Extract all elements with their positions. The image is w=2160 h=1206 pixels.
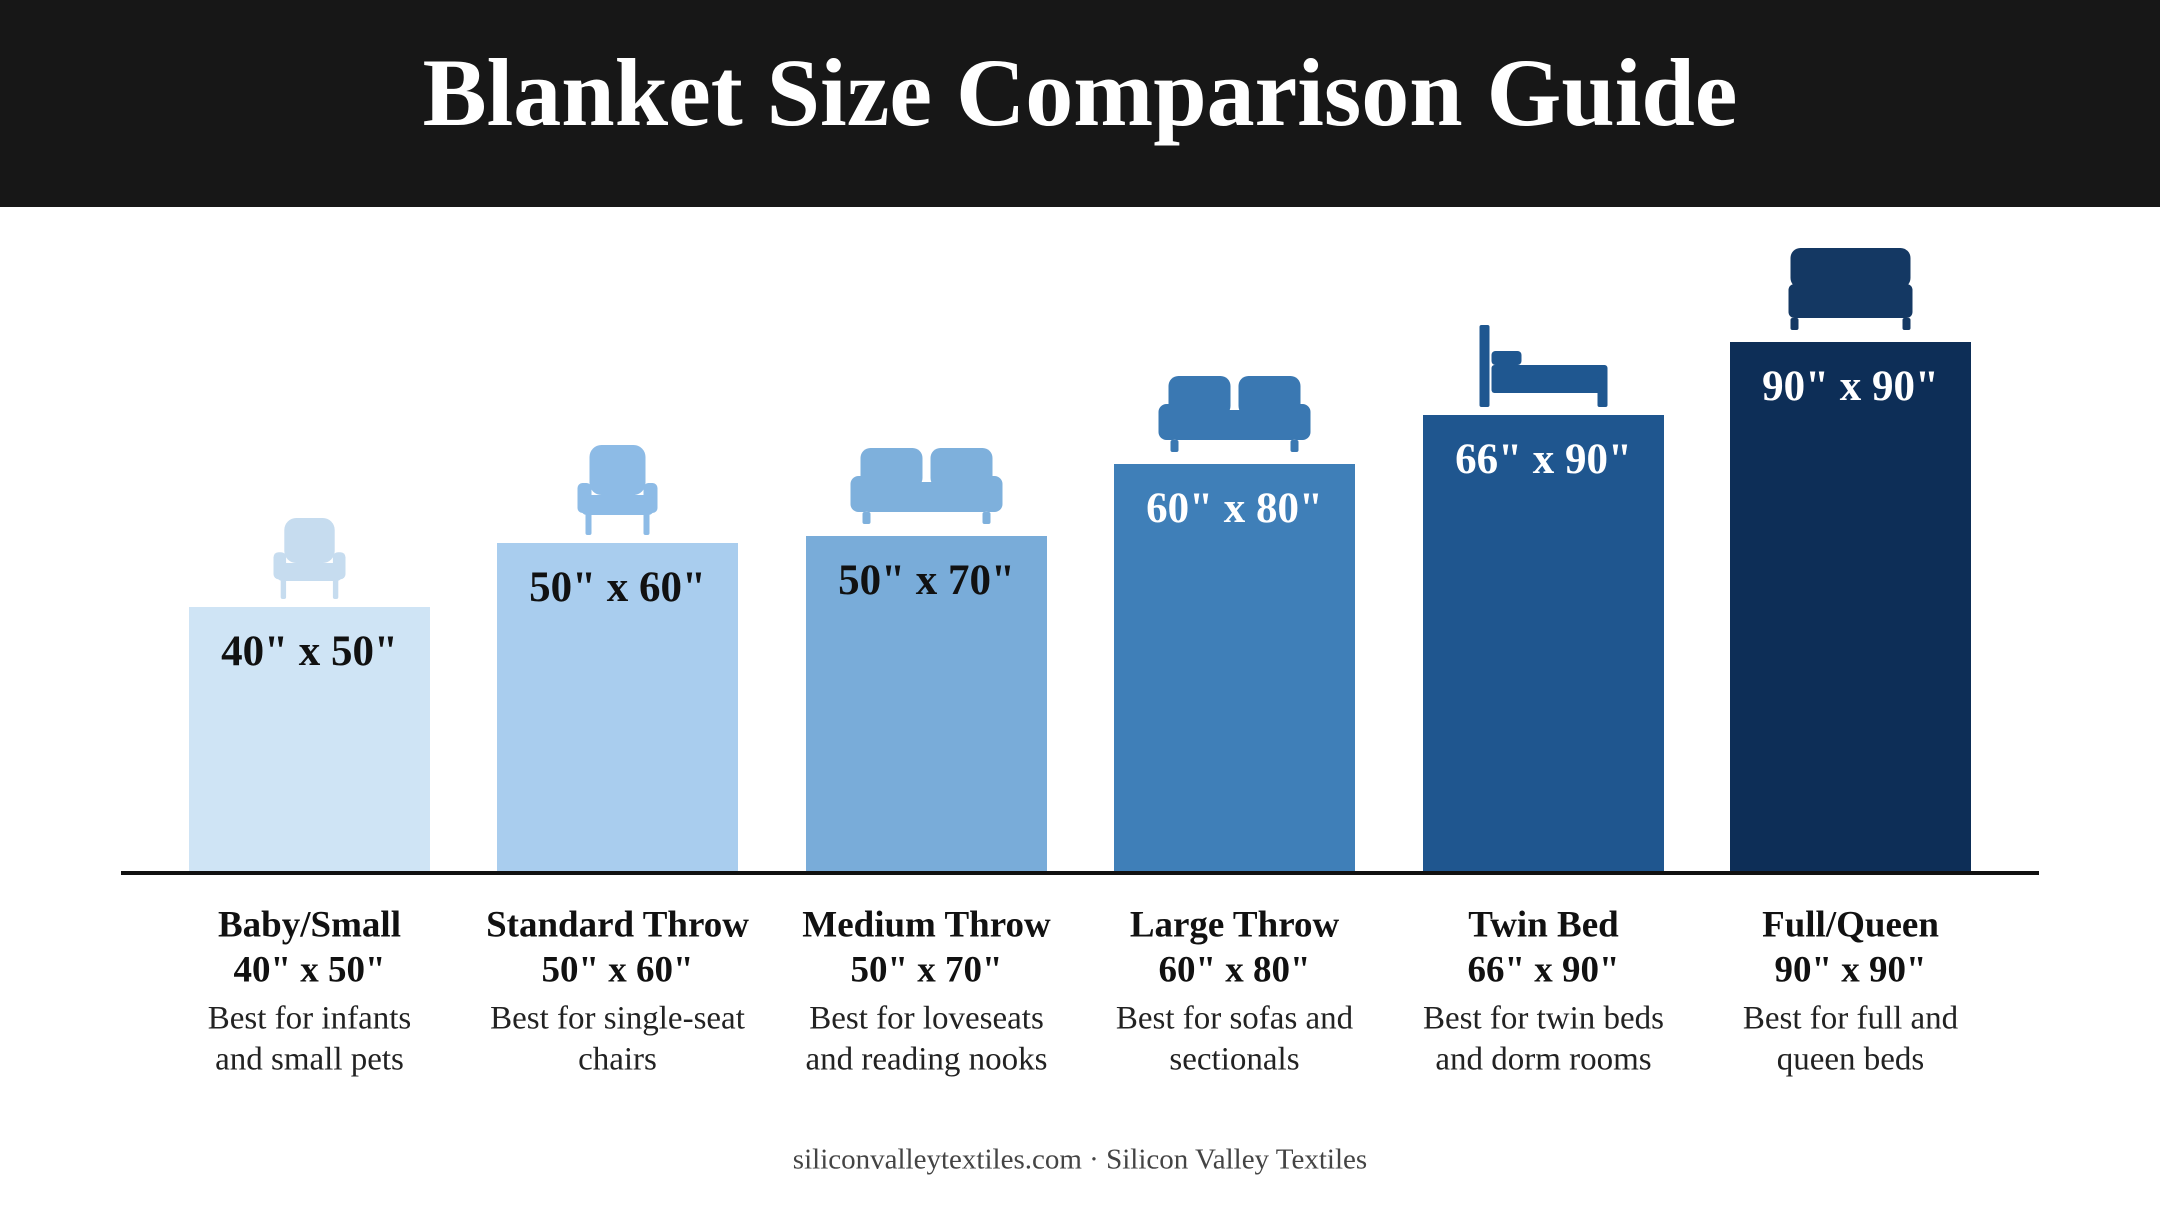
bar-size-label: 90" x 90" <box>1762 363 1939 410</box>
icon-part <box>1170 440 1179 452</box>
icon-part <box>860 448 923 488</box>
icon-part <box>1479 325 1490 407</box>
item-name: Baby/Small <box>218 904 401 945</box>
size-bar <box>1423 415 1664 871</box>
icon-part <box>862 482 991 512</box>
bar-size-label: 40" x 50" <box>221 628 398 675</box>
icon-part <box>1290 440 1299 452</box>
icon-part <box>284 518 335 563</box>
icon-part <box>862 512 871 524</box>
bar-size-label: 60" x 80" <box>1146 485 1323 532</box>
icon-part <box>1788 284 1913 318</box>
icon-part <box>1238 376 1301 416</box>
icon-part <box>280 579 287 599</box>
item-description: Best for single-seat <box>490 1001 745 1037</box>
item-size: 66" x 90" <box>1467 949 1619 990</box>
size-bar <box>497 543 738 871</box>
icon-chair <box>273 518 346 599</box>
item-name: Standard Throw <box>486 904 749 945</box>
item-description: Best for sofas and <box>1116 1001 1354 1037</box>
icon-sofa <box>1158 376 1311 452</box>
item-size: 50" x 70" <box>850 949 1002 990</box>
icon-part <box>643 513 650 535</box>
icon-armchair <box>577 445 658 535</box>
item-description: Best for infants <box>208 1001 411 1037</box>
icon-part <box>1170 410 1299 440</box>
icon-part <box>1858 258 1895 278</box>
item-description: and small pets <box>215 1042 404 1078</box>
icon-bed <box>1788 248 1913 330</box>
size-bar <box>1730 342 1971 871</box>
item-size: 90" x 90" <box>1774 949 1926 990</box>
icon-twin <box>1479 325 1608 407</box>
icon-part <box>1597 377 1608 407</box>
size-bar <box>189 607 430 871</box>
item-description: and reading nooks <box>806 1042 1048 1078</box>
item-size: 40" x 50" <box>233 949 385 990</box>
item-description: Best for twin beds <box>1423 1001 1664 1037</box>
icon-part <box>1491 365 1608 393</box>
header-band <box>0 0 2160 207</box>
icon-part <box>982 512 991 524</box>
bar-size-label: 50" x 70" <box>838 557 1015 604</box>
item-description: sectionals <box>1169 1042 1299 1078</box>
item-size: 60" x 80" <box>1158 949 1310 990</box>
item-description: queen beds <box>1777 1042 1925 1078</box>
icon-part <box>1168 376 1231 416</box>
icon-part <box>1806 258 1843 278</box>
size-bar <box>1114 464 1355 871</box>
item-name: Medium Throw <box>802 904 1051 945</box>
size-bar <box>806 536 1047 871</box>
item-description: Best for loveseats <box>809 1001 1044 1037</box>
title: Blanket Size Comparison Guide <box>423 39 1738 146</box>
icon-part <box>332 579 339 599</box>
item-description: and dorm rooms <box>1435 1042 1651 1078</box>
item-name: Large Throw <box>1130 904 1340 945</box>
icon-part <box>589 445 646 495</box>
item-size: 50" x 60" <box>541 949 693 990</box>
icon-part <box>1902 318 1911 330</box>
icon-part <box>1491 351 1522 365</box>
item-description: Best for full and <box>1743 1001 1959 1037</box>
item-description: chairs <box>578 1042 657 1078</box>
icon-part <box>1790 318 1799 330</box>
item-name: Twin Bed <box>1468 904 1619 945</box>
icon-part <box>581 495 654 515</box>
icon-part <box>930 448 993 488</box>
item-name: Full/Queen <box>1762 904 1939 945</box>
bar-size-label: 50" x 60" <box>529 564 706 611</box>
footer: siliconvalleytextiles.com · Silicon Vall… <box>793 1144 1367 1176</box>
icon-part <box>277 563 342 581</box>
bar-size-label: 66" x 90" <box>1455 436 1632 483</box>
icon-part <box>585 513 592 535</box>
icon-sofa <box>850 448 1003 524</box>
